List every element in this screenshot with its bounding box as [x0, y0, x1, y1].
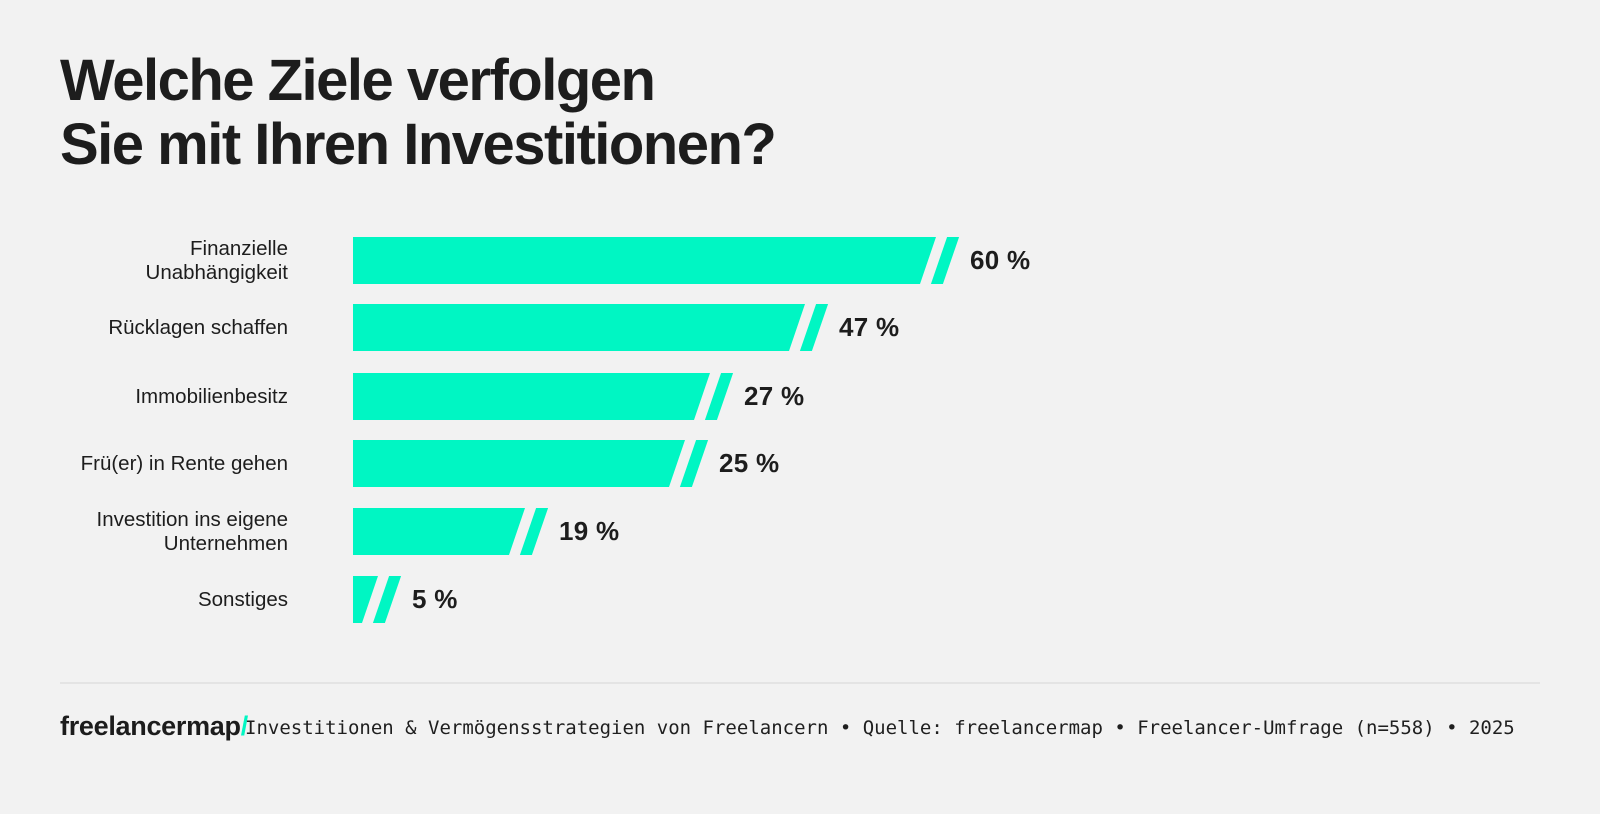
bar-label: Rücklagen schaffen [108, 315, 288, 339]
page-title: Welche Ziele verfolgen Sie mit Ihren Inv… [60, 48, 777, 177]
bar-row: Investition ins eigene Unternehmen 19 % [0, 508, 1600, 555]
bar-value: 5 % [412, 584, 458, 614]
bar-row: Rücklagen schaffen 47 % [0, 304, 1600, 351]
footer-divider [60, 682, 1540, 684]
bar-slash-icon [704, 373, 734, 420]
bar [353, 440, 685, 487]
bar-row: Sonstiges 5 % [0, 576, 1600, 623]
brand-logo: freelancermap/ [60, 711, 248, 742]
bar-slash-icon [679, 440, 709, 487]
bar-slash-icon [519, 508, 549, 555]
page-title-line1: Welche Ziele verfolgen [60, 48, 656, 113]
bar-label: Immobilienbesitz [135, 384, 288, 408]
bar-value: 25 % [719, 448, 780, 478]
brand-logo-text: freelancermap [60, 711, 241, 741]
bar-label: Sonstiges [197, 587, 288, 611]
page-title-line2: Sie mit Ihren Investitionen? [60, 112, 777, 177]
bar-value: 19 % [559, 516, 620, 546]
bar-value: 47 % [839, 312, 900, 342]
brand-logo-slash-icon: / [240, 711, 249, 741]
bar-slash-icon [799, 304, 829, 351]
bar-label: Investition ins eigene Unternehmen [96, 507, 288, 555]
bar-label: Finanzielle Unabhängigkeit [145, 236, 288, 284]
source-caption: Investitionen & Vermögensstrategien von … [245, 717, 1515, 739]
bar-value: 27 % [744, 381, 805, 411]
bar-row: Immobilienbesitz 27 % [0, 373, 1600, 420]
bar-label: Frü(er) in Rente gehen [80, 451, 288, 475]
bar-slash-icon [930, 237, 960, 284]
bar [353, 508, 525, 555]
bar-row: Finanzielle Unabhängigkeit 60 % [0, 237, 1600, 284]
bar [353, 304, 805, 351]
bar-value: 60 % [970, 245, 1031, 275]
bar-slash-icon [372, 576, 402, 623]
bar [353, 373, 710, 420]
bar [353, 237, 936, 284]
bar-row: Frü(er) in Rente gehen 25 % [0, 440, 1600, 487]
